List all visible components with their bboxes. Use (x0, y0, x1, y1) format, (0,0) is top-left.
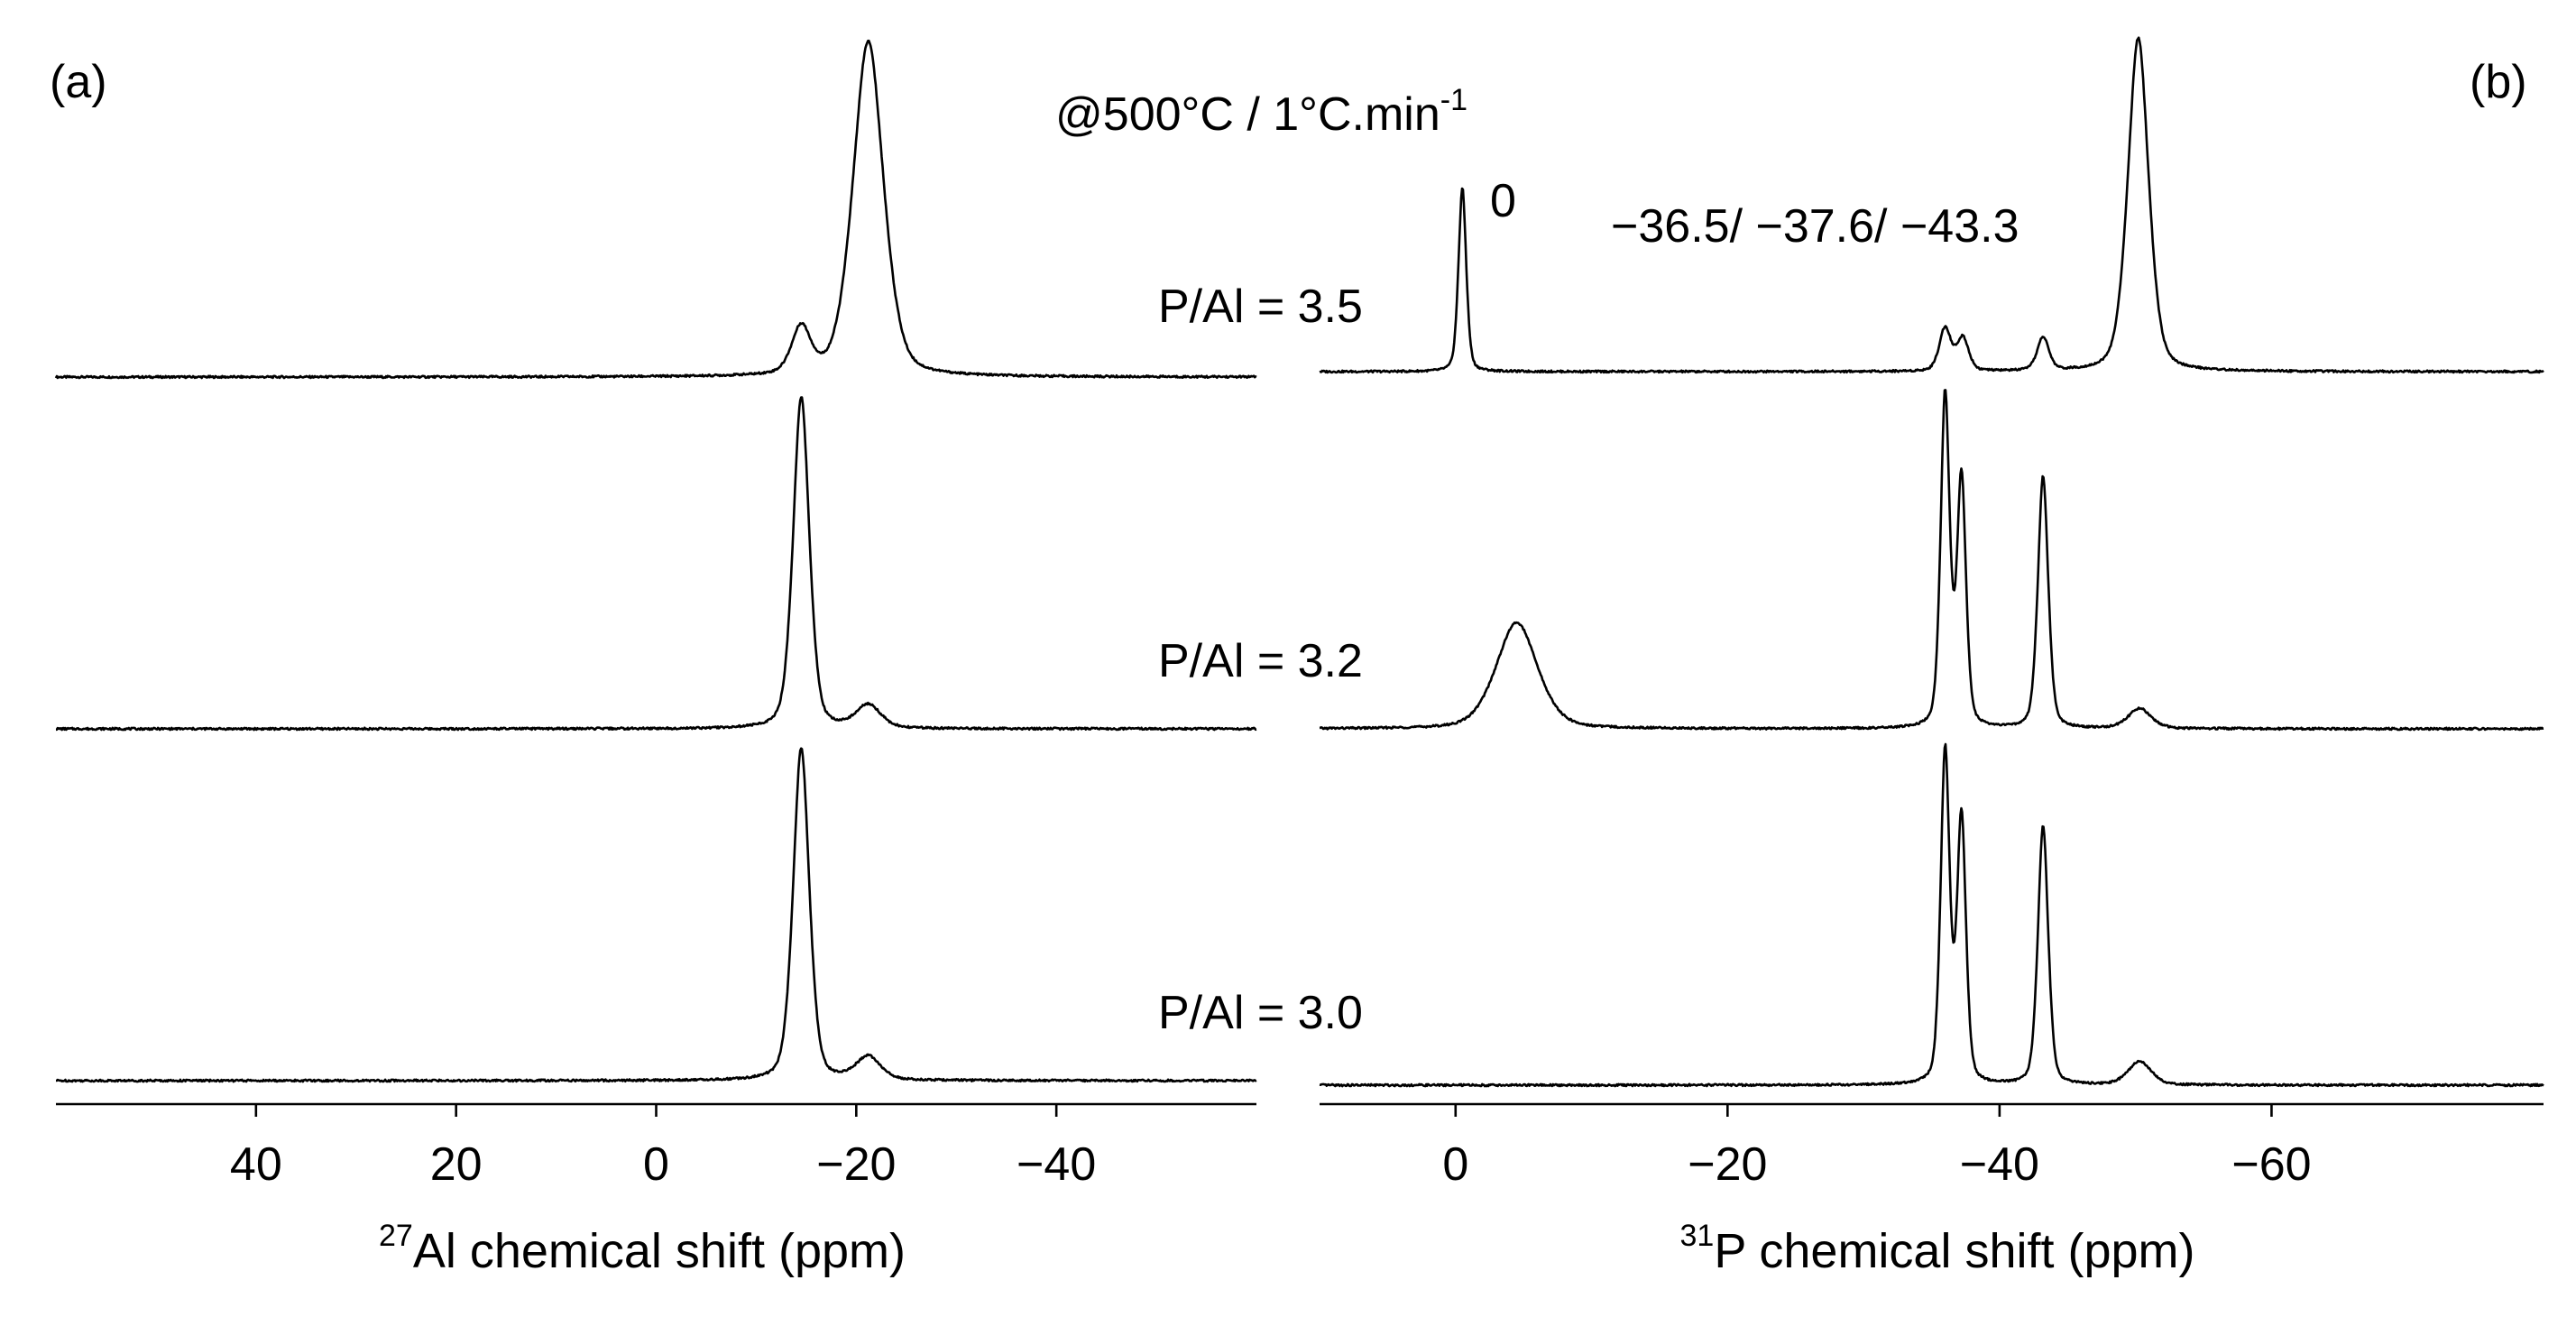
panel-a-trace-series-3 (55, 747, 1257, 1083)
panel-b-tick-label: −40 (1960, 1138, 2039, 1191)
panel-b-trace-series-2 (1319, 389, 2544, 732)
panel-b-x-axis-label: 31P chemical shift (ppm) (1680, 1219, 2195, 1278)
panel-a-x-axis-label: 27Al chemical shift (ppm) (379, 1219, 906, 1278)
peak-annotation-zero: 0 (1490, 175, 1516, 227)
panel-a-plot: 40 20 0 −20 −40 27Al chemical shift (ppm) (54, 39, 1257, 1278)
panel-b-traces (1319, 36, 2544, 1088)
panel-a-tick-label: −20 (816, 1138, 896, 1191)
panel-a-traces (54, 39, 1257, 1083)
panel-b-tick-label: 0 (1442, 1138, 1468, 1191)
condition-annotation: @500°C / 1°C.min-1 (1055, 83, 1467, 141)
panel-b-trace-series-3 (1319, 742, 2544, 1088)
panel-b-plot: 0 −20 −40 −60 31P chemical shift (ppm) (1319, 36, 2544, 1278)
panel-b-x-label-superscript: 31 (1680, 1219, 1715, 1253)
panel-a-tick-label: −40 (1017, 1138, 1096, 1191)
panel-b-x-ticks: 0 −20 −40 −60 (1442, 1104, 2312, 1191)
panel-b-label: (b) (2470, 56, 2527, 108)
series-label-3-2: P/Al = 3.2 (1158, 635, 1363, 687)
panel-a-label: (a) (50, 56, 107, 108)
panel-a-tick-label: 20 (430, 1138, 483, 1191)
panel-a-tick-label: 0 (643, 1138, 669, 1191)
panel-b-x-label-text: P chemical shift (ppm) (1714, 1224, 2194, 1278)
panel-a-trace-series-1 (54, 39, 1257, 380)
panel-a-tick-label: 40 (230, 1138, 282, 1191)
condition-superscript: -1 (1440, 83, 1467, 117)
panel-a-x-label-text: Al chemical shift (ppm) (413, 1224, 906, 1278)
series-label-3-0: P/Al = 3.0 (1158, 987, 1363, 1039)
panel-a-x-ticks: 40 20 0 −20 −40 (230, 1104, 1096, 1191)
panel-a-x-label-superscript: 27 (379, 1219, 413, 1253)
panel-b-tick-label: −20 (1688, 1138, 1767, 1191)
panel-b-tick-label: −60 (2231, 1138, 2311, 1191)
panel-a-trace-series-2 (55, 396, 1257, 732)
series-label-3-5: P/Al = 3.5 (1158, 281, 1363, 333)
condition-text: @500°C / 1°C.min (1055, 88, 1440, 141)
panel-b-trace-series-1 (1319, 36, 2544, 374)
peak-annotation-group: −36.5/ −37.6/ −43.3 (1611, 200, 2019, 253)
